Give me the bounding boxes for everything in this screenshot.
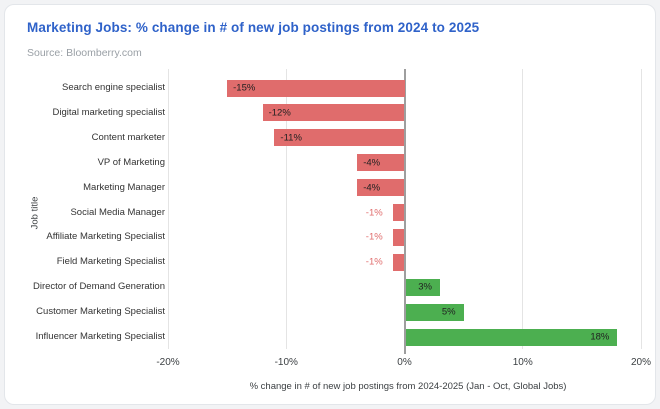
bar-value-label: -4% xyxy=(363,182,381,194)
chart-bar xyxy=(262,104,405,122)
bar-value-label: 5% xyxy=(441,306,456,318)
zero-axis-line xyxy=(403,69,406,354)
chart-card: Marketing Jobs: % change in # of new job… xyxy=(4,4,656,405)
chart-bar xyxy=(227,79,405,97)
bar-value-label: -15% xyxy=(233,82,256,94)
bar-value-label: -1% xyxy=(365,256,383,268)
x-axis-title: % change in # of new job postings from 2… xyxy=(249,381,567,392)
x-tick-label: 0% xyxy=(397,357,412,368)
category-label: Influencer Marketing Specialist xyxy=(35,331,165,343)
gridline xyxy=(522,69,524,349)
chart-source: Source: Bloomberry.com xyxy=(27,47,142,59)
chart-bar xyxy=(274,129,405,147)
category-label: Marketing Manager xyxy=(83,181,165,193)
chart-bar xyxy=(405,278,440,296)
bar-value-label: -1% xyxy=(365,231,383,243)
gridline xyxy=(285,69,287,349)
x-tick-label: -10% xyxy=(274,357,298,368)
category-label: VP of Marketing xyxy=(97,156,165,168)
category-label: Customer Marketing Specialist xyxy=(36,306,165,318)
chart-bar xyxy=(392,228,405,246)
bar-value-label: -4% xyxy=(363,157,381,169)
bar-value-label: 18% xyxy=(590,331,610,343)
chart-bar xyxy=(405,303,464,321)
category-label: Affiliate Marketing Specialist xyxy=(46,231,165,243)
chart-bar xyxy=(405,328,618,346)
chart-bar xyxy=(357,154,405,172)
chart-bar xyxy=(392,253,405,271)
bar-value-label: -1% xyxy=(365,207,383,218)
bar-value-label: -11% xyxy=(280,132,302,144)
category-label: Search engine specialist xyxy=(62,82,165,94)
category-label: Digital marketing specialist xyxy=(52,106,165,118)
category-label: Social Media Manager xyxy=(70,206,165,218)
chart-bar xyxy=(357,179,405,197)
x-tick-label: 10% xyxy=(512,357,533,368)
gridline xyxy=(167,69,169,349)
chart-title: Marketing Jobs: % change in # of new job… xyxy=(27,20,480,35)
category-label: Director of Demand Generation xyxy=(32,281,165,293)
x-tick-label: -20% xyxy=(156,357,180,368)
category-label: Content marketer xyxy=(91,131,165,143)
bar-value-label: 3% xyxy=(418,281,432,293)
category-label: Field Marketing Specialist xyxy=(56,256,165,268)
bar-value-label: -12% xyxy=(268,107,291,119)
gridline xyxy=(640,69,642,349)
x-tick-label: 20% xyxy=(630,357,652,368)
chart-bar xyxy=(392,204,405,221)
